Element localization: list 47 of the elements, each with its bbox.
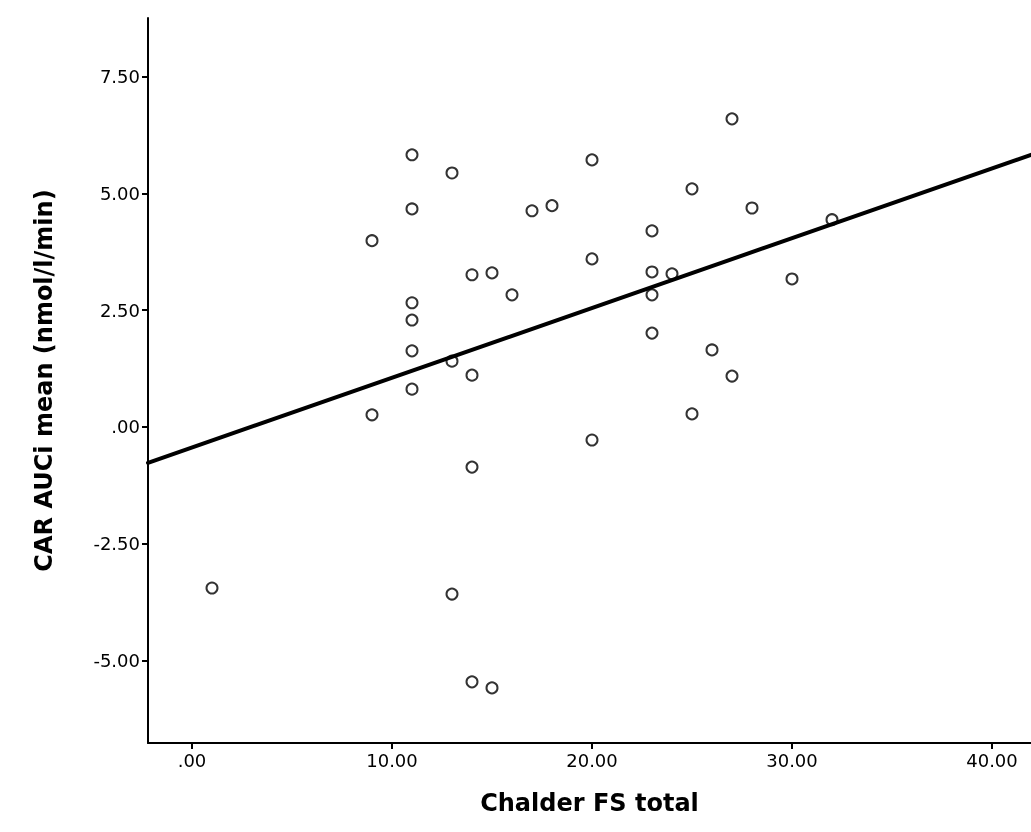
point bbox=[205, 581, 219, 595]
point bbox=[685, 182, 699, 196]
point bbox=[645, 265, 659, 279]
point bbox=[725, 369, 739, 383]
point bbox=[465, 268, 479, 282]
point bbox=[505, 288, 519, 302]
point bbox=[645, 288, 659, 302]
point bbox=[465, 368, 479, 382]
x-axis-title: Chalder FS total bbox=[480, 789, 699, 817]
point bbox=[445, 587, 459, 601]
point bbox=[645, 326, 659, 340]
point bbox=[525, 204, 539, 218]
point bbox=[405, 382, 419, 396]
x-tick-label: 30.00 bbox=[766, 749, 818, 771]
point bbox=[545, 199, 559, 213]
y-tick-label: 7.50 bbox=[99, 66, 140, 88]
point bbox=[485, 266, 499, 280]
point bbox=[445, 166, 459, 180]
point bbox=[465, 675, 479, 689]
point bbox=[405, 344, 419, 358]
point bbox=[485, 681, 499, 695]
point bbox=[365, 408, 379, 422]
point bbox=[365, 234, 379, 248]
point bbox=[685, 407, 699, 421]
y-tick-label: -2.50 bbox=[93, 533, 140, 555]
point bbox=[405, 313, 419, 327]
point bbox=[585, 433, 599, 447]
x-tick-label: .00 bbox=[177, 749, 207, 771]
x-tick-label: 20.00 bbox=[566, 749, 618, 771]
y-axis-title: CAR AUCi mean (nmol/l/min) bbox=[30, 189, 58, 572]
point bbox=[705, 343, 719, 357]
point bbox=[405, 148, 419, 162]
point bbox=[465, 460, 479, 474]
x-tick-label: 40.00 bbox=[966, 749, 1018, 771]
point bbox=[405, 202, 419, 216]
y-tick-label: -5.00 bbox=[93, 649, 140, 671]
point bbox=[645, 224, 659, 238]
y-tick-label: 2.50 bbox=[99, 299, 140, 321]
point bbox=[405, 296, 419, 310]
point bbox=[785, 272, 799, 286]
point bbox=[585, 252, 599, 266]
point bbox=[585, 153, 599, 167]
x-tick-label: 10.00 bbox=[366, 749, 418, 771]
point bbox=[745, 201, 759, 215]
y-tick-label: 5.00 bbox=[99, 183, 140, 205]
point bbox=[725, 112, 739, 126]
y-tick-label: .00 bbox=[111, 416, 140, 438]
